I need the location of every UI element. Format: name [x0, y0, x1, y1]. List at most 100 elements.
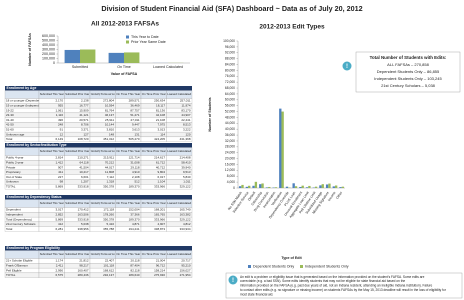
- y-tick-label: 200,000: [42, 52, 55, 56]
- table-header: Submitted This Year: [40, 92, 64, 96]
- table-cell-text: 39,940: [181, 165, 191, 169]
- table-cell-text: Total (Dependency): [6, 217, 32, 221]
- table-cell-text: 27,011: [131, 118, 140, 122]
- table-cell-text: 21,108: [156, 118, 166, 122]
- table-cell-text: 46,137: [105, 113, 115, 117]
- table-cell-text: 87,757: [130, 108, 140, 112]
- table-cell-text: 6,149: [55, 137, 63, 141]
- table-header: Submitted This Year: [40, 201, 64, 205]
- bar: [265, 187, 269, 188]
- table-header: Submitted Prior Year: [65, 149, 89, 153]
- table-cell-text: 9,804: [157, 170, 165, 174]
- x-axis-title: Value of FAFSA: [111, 72, 138, 76]
- table-cell-text: 31,008: [130, 160, 140, 164]
- table-header: On Time Prior Year: [142, 252, 166, 256]
- bar: [305, 187, 309, 188]
- table-cell-text: 170,412: [78, 208, 89, 212]
- table-cell-text: 20,571: [79, 118, 89, 122]
- table-cell-text: 2,852: [55, 212, 63, 216]
- table-cell-text: 6,601: [81, 175, 89, 179]
- x-axis-title: Type of Edit: [281, 256, 302, 260]
- page-title: Division of Student Financial Aid (SFA) …: [101, 4, 362, 13]
- table-cell-text: 152,004: [129, 208, 140, 212]
- note-line: information provided on the FAFSA (e.g. …: [240, 284, 432, 288]
- y-tick-label: 88,000: [225, 57, 235, 61]
- table-cell-text: 271,954: [180, 273, 191, 277]
- table-cell-text: 44,907: [181, 113, 191, 117]
- y-tick-label: 72,000: [225, 80, 235, 84]
- table-cell-text: 333,966: [154, 217, 165, 221]
- table-cell-text: 83,170: [181, 108, 191, 112]
- table-cell-text: 248: [58, 123, 63, 127]
- table-cell-text: TOTAL: [6, 184, 16, 188]
- bar: [279, 108, 282, 188]
- table-cell-text: 215,911: [103, 156, 114, 160]
- table-cell-text: 51,271: [130, 113, 140, 117]
- table-cell-text: 3,371: [81, 127, 89, 131]
- table-cell-text: 214,408: [180, 156, 191, 160]
- table-cell-text: 5,869: [55, 217, 63, 221]
- bar: [314, 186, 318, 188]
- chart-title: 2012-2013 Edit Types: [259, 24, 325, 31]
- table-cell-text: 3,810: [106, 127, 114, 131]
- table-cell-text: 424,205: [154, 137, 165, 141]
- bar: [64, 49, 80, 63]
- bar: [319, 185, 322, 188]
- bar: [334, 185, 338, 188]
- table-cell-text: 3,222: [183, 127, 191, 131]
- table-header: On Time Prior Year: [142, 149, 166, 153]
- table-cell-text: 4,871: [132, 222, 140, 226]
- x-tick-label: Submitted: [72, 65, 88, 69]
- table-cell-text: 505,270: [129, 137, 140, 141]
- bar: [239, 186, 242, 188]
- bar: [241, 184, 244, 188]
- table-cell-text: 108,720: [78, 137, 89, 141]
- table-cell-text: 3,613: [132, 127, 140, 131]
- table-cell-text: 333,966: [154, 184, 165, 188]
- bar: [259, 184, 262, 188]
- bar: [328, 183, 331, 188]
- table-cell-text: 51-60: [6, 127, 14, 131]
- table-cell-text: 96,712: [156, 263, 166, 267]
- table-cell-text: 70,212: [105, 160, 115, 164]
- table-cell-text: 127: [83, 132, 88, 136]
- table-cell-text: 1,207: [81, 180, 89, 184]
- y-tick-label: 300,000: [42, 47, 55, 51]
- table-cell-text: 91: [60, 127, 64, 131]
- table-cell-text: Independent: [6, 212, 23, 216]
- table-cell-text: 1,318: [106, 180, 114, 184]
- bar: [281, 111, 284, 188]
- table-cell-text: 160,407: [78, 268, 89, 272]
- legend-swatch: [300, 265, 303, 268]
- table-title: Enrollment by Age: [7, 86, 37, 90]
- table-cell-text: 31-40: [6, 118, 14, 122]
- y-tick-label: 8,000: [227, 174, 235, 178]
- bar: [80, 49, 96, 63]
- y-axis-title: Number of FAFSAs: [28, 33, 32, 66]
- x-tick-label: Default: [247, 191, 256, 202]
- table-cell-text: 1,412: [55, 160, 63, 164]
- table-cell-text: 496: [58, 118, 63, 122]
- y-tick-label: 400,000: [42, 43, 55, 47]
- table-cell-text: 2,138: [81, 99, 89, 103]
- table-cell-text: 9,447: [132, 123, 140, 127]
- table-cell-text: 355,788: [103, 227, 114, 231]
- table-cell-text: 955: [58, 103, 63, 107]
- table-cell-text: 41,121: [79, 113, 89, 117]
- summary-line: 21st Century Scholars – 5,038: [381, 83, 436, 88]
- y-tick-label: 0: [233, 186, 235, 190]
- table-cell-text: 21,004: [156, 259, 166, 263]
- info-icon-glyph: !: [346, 64, 348, 70]
- table-cell-text: 22,441: [181, 118, 191, 122]
- x-tick-label: Other: [335, 190, 344, 200]
- table-cell-text: 9,513: [183, 170, 191, 174]
- table-cell-text: 21,812: [79, 259, 89, 263]
- table-header: Submitted By This Date Last Year: [91, 252, 115, 256]
- table-header: On Time This Year: [116, 92, 140, 96]
- table-cell-text: 431,368: [180, 137, 191, 141]
- table-cell-text: 172,118: [103, 208, 114, 212]
- table-cell-text: 411: [58, 170, 63, 174]
- table-cell-text: 19-22: [6, 108, 14, 112]
- y-tick-label: 92,000: [225, 51, 235, 55]
